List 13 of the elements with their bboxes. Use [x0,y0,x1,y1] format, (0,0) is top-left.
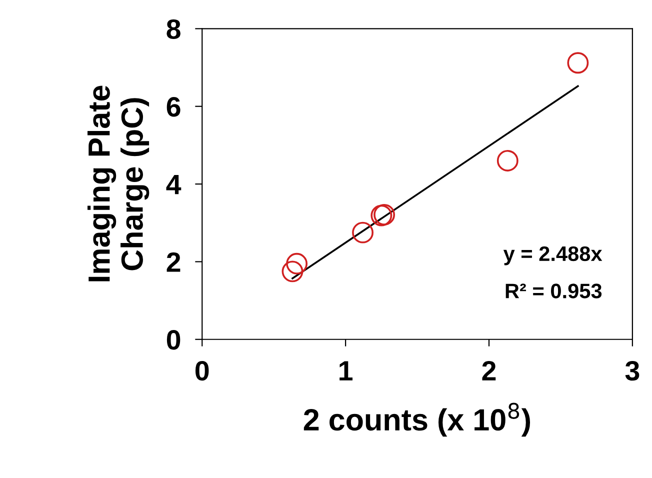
x-tick-label: 0 [195,360,209,381]
y-tick-label: 4 [166,174,182,194]
x-tick-label: 1 [340,361,353,380]
x-tick-label: 3 [625,360,640,381]
y-tick-label: 2 [166,252,180,272]
y-tick-label: 6 [166,97,180,117]
x-axis-title: 2 counts (x 10$^{8}$) [304,402,530,437]
y-tick-label: 8 [166,19,180,40]
y-tick-label: 0 [166,330,180,350]
annotation: R² = 0.953 [506,284,602,298]
y-axis-title: Imaging Plate Charge (pC) [88,86,150,282]
annotation: y = 2.488x [503,246,602,266]
x-tick-label: 2 [482,360,496,380]
